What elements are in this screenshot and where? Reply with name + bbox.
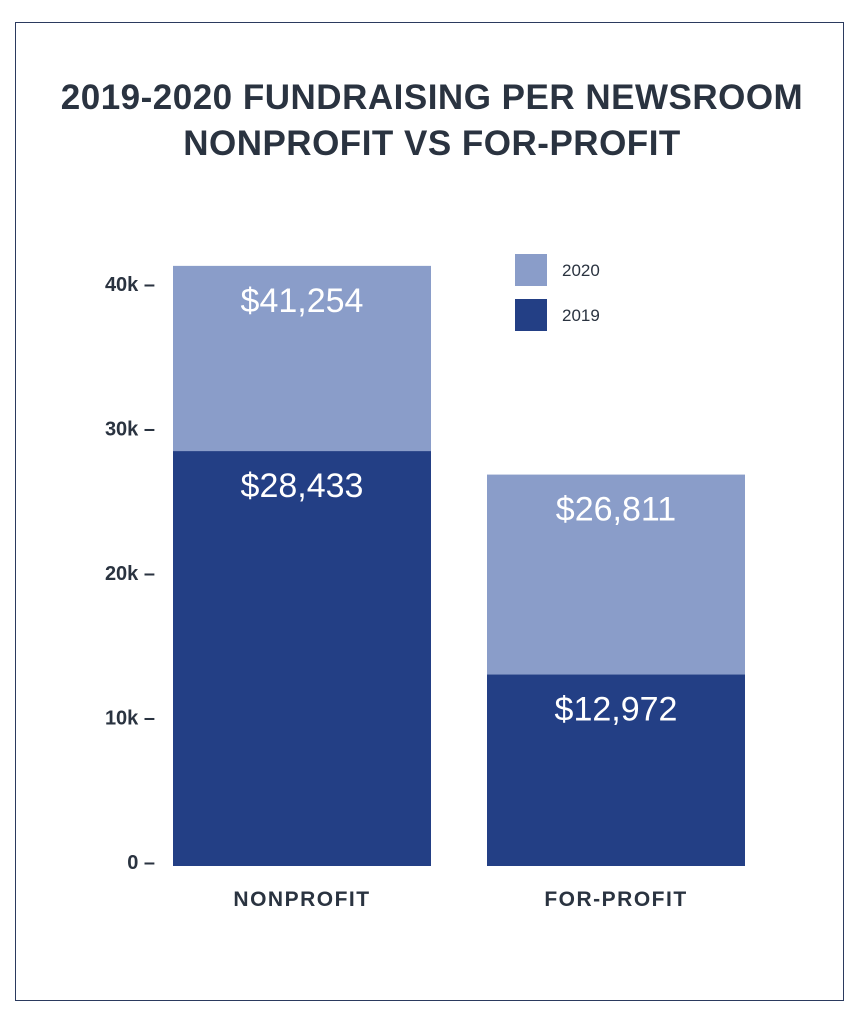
bar-2019-for-profit <box>487 674 745 866</box>
chart-frame <box>15 22 844 1001</box>
y-tick-label: 0 – <box>127 852 155 874</box>
data-label: $26,811 <box>556 491 676 529</box>
legend-label: 2020 <box>562 261 600 280</box>
data-label: $12,972 <box>555 691 678 729</box>
chart-title-line-2: NONPROFIT VS FOR-PROFIT <box>183 124 681 163</box>
bar-2019-nonprofit <box>173 451 431 866</box>
x-category-label: FOR-PROFIT <box>544 888 687 911</box>
legend-swatch-2020 <box>515 254 547 286</box>
y-tick-label: 30k – <box>105 419 155 441</box>
data-label: $41,254 <box>241 282 364 320</box>
legend-swatch-2019 <box>515 299 547 331</box>
chart-title-line-1: 2019-2020 FUNDRAISING PER NEWSROOM <box>60 78 804 117</box>
legend-label: 2019 <box>562 306 600 325</box>
y-tick-label: 10k – <box>105 708 155 730</box>
y-tick-label: 20k – <box>105 563 155 585</box>
y-tick-label: 40k – <box>105 274 155 296</box>
data-label: $28,433 <box>241 467 364 505</box>
x-category-label: NONPROFIT <box>233 888 370 911</box>
